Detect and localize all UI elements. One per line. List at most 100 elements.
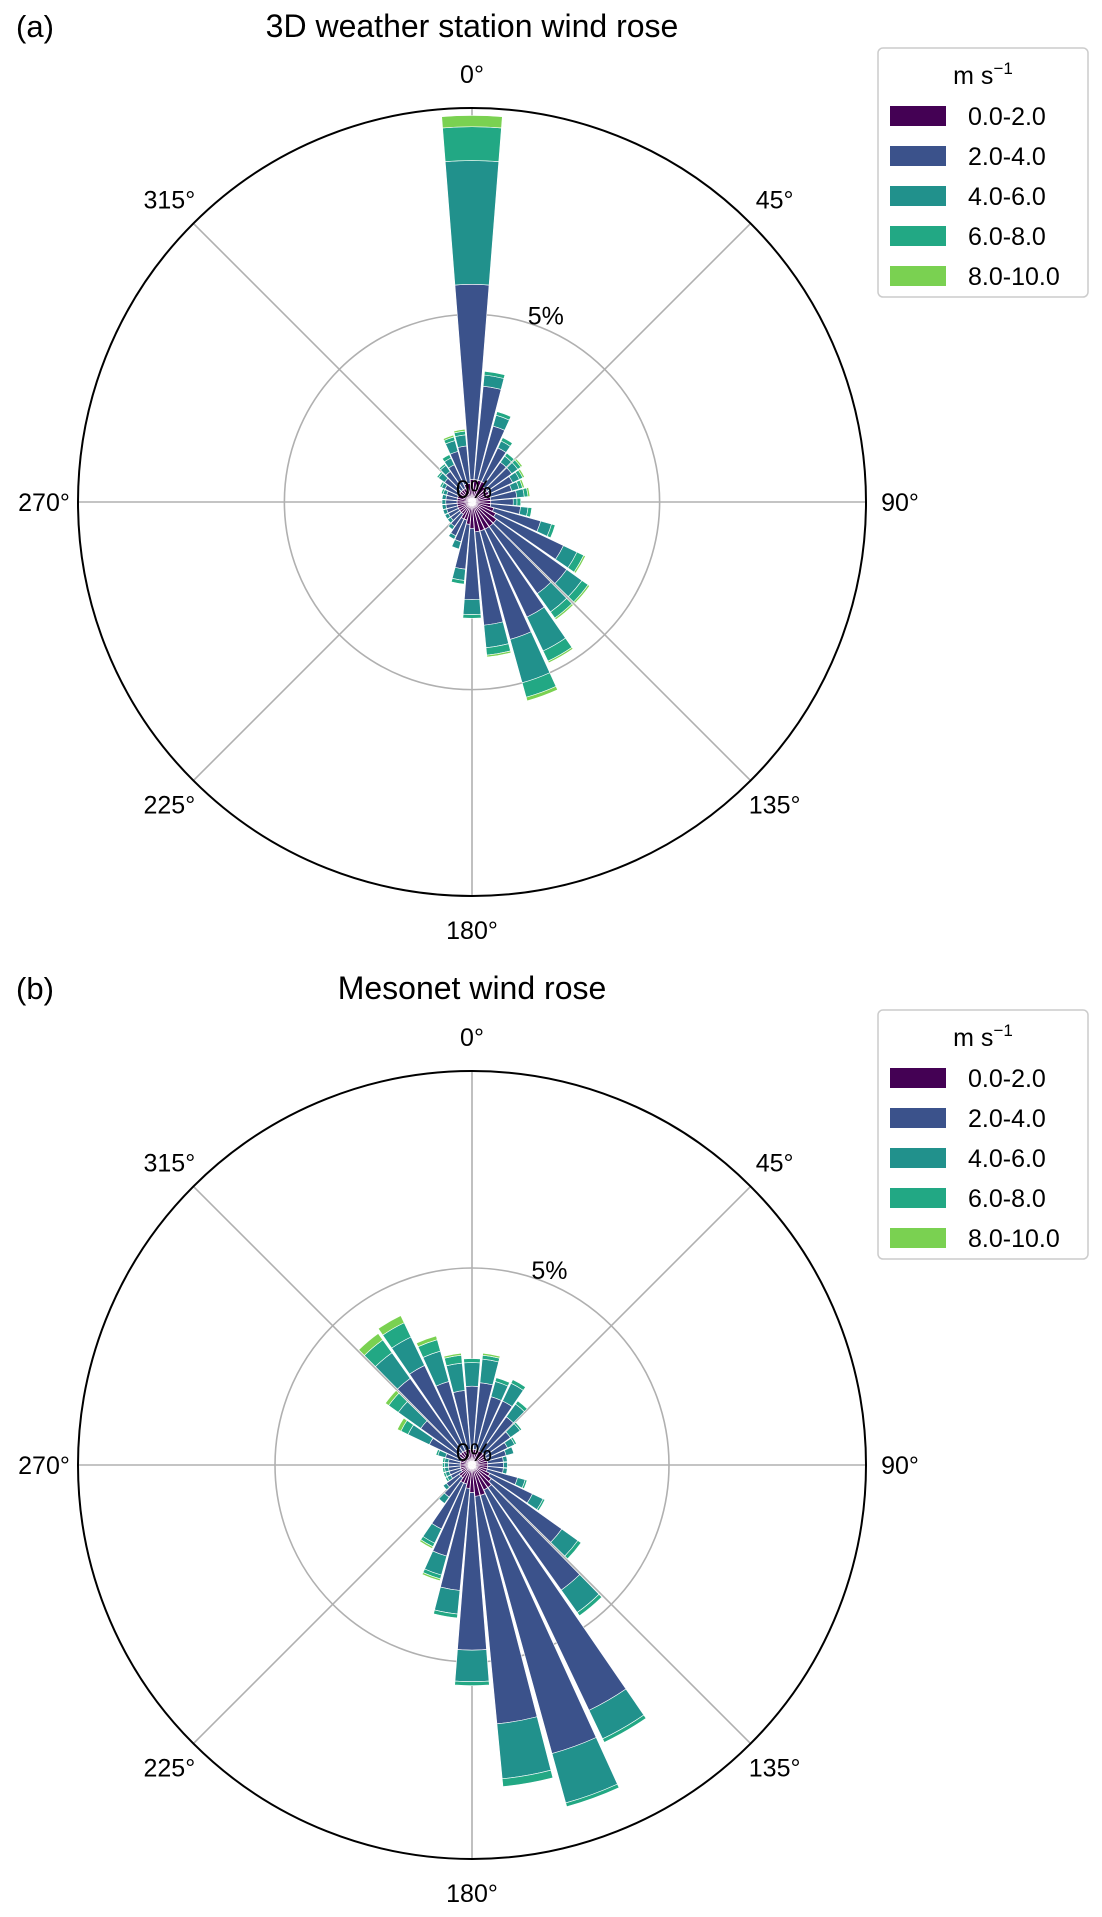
legend-swatch-1 <box>890 1108 946 1128</box>
bar-segment-130-bin4 <box>573 584 591 604</box>
angle-label-225: 225° <box>143 1755 195 1783</box>
legend-entries-b: 0.0-2.0 2.0-4.0 4.0-6.0 6.0-8.0 8.0-10.0 <box>890 1065 1060 1253</box>
bar-segment-60-bin4 <box>517 468 525 479</box>
bar-segment-280-bin3 <box>442 1457 446 1463</box>
legend-b: m s−1 0.0-2.0 2.0-4.0 4.0-6.0 6.0-8.0 8.0-10… <box>877 1009 1089 1260</box>
angle-label-0: 0° <box>460 1024 484 1052</box>
legend-label-1: 2.0-4.0 <box>968 143 1046 171</box>
angle-label-180: 180° <box>446 1880 498 1908</box>
bar-segment-90-bin2 <box>503 1461 508 1469</box>
chart-title-b: Mesonet wind rose <box>338 970 607 1006</box>
angle-label-315: 315° <box>143 1149 195 1177</box>
legend-label-2: 4.0-6.0 <box>968 1145 1046 1173</box>
bar-segment-340-bin4 <box>416 1335 438 1348</box>
bar-segment-170-bin2 <box>496 1716 552 1780</box>
bar-segment-110-bin3 <box>521 1479 528 1490</box>
angle-label-0: 0° <box>460 61 484 89</box>
bar-segment-160-bin3 <box>565 1783 620 1808</box>
bar-segment-250-bin3 <box>443 1472 448 1478</box>
angle-label-315: 315° <box>143 186 195 214</box>
bar-segment-320-bin3 <box>438 463 447 471</box>
bar-segment-190-bin2 <box>434 1586 461 1615</box>
legend-swatch-4 <box>890 1228 946 1248</box>
radial-tick-labels-b: 0% 5% <box>456 1257 568 1467</box>
bar-segment-50-bin3 <box>513 1421 523 1432</box>
angle-label-90: 90° <box>881 1452 919 1480</box>
bar-segment-150-bin4 <box>547 646 574 664</box>
legend-label-4: 8.0-10.0 <box>968 1225 1060 1253</box>
bar-segment-270-bin2 <box>444 1462 449 1468</box>
legend-label-2: 4.0-6.0 <box>968 183 1046 211</box>
angle-label-225: 225° <box>143 792 195 820</box>
spoke-315 <box>192 222 473 503</box>
bar-segment-350-bin2 <box>454 434 467 448</box>
angle-label-180: 180° <box>446 917 498 945</box>
panel-label-b: (b) <box>16 971 54 1006</box>
bar-segment-130-bin3 <box>564 1540 582 1560</box>
bar-segment-140-bin3 <box>576 1593 603 1617</box>
bar-segment-190-bin3 <box>450 577 465 585</box>
legend-title-exp: −1 <box>993 1021 1012 1040</box>
angle-label-90: 90° <box>881 489 919 517</box>
legend-label-0: 0.0-2.0 <box>968 1065 1046 1093</box>
bar-segment-0-bin3 <box>463 1358 481 1364</box>
spoke-225 <box>192 501 473 782</box>
angle-label-45: 45° <box>756 1149 794 1177</box>
bar-segment-210-bin2 <box>448 532 457 540</box>
legend-swatch-2 <box>890 1148 946 1168</box>
bar-segment-80-bin2 <box>502 1455 508 1463</box>
bar-segment-350-bin4 <box>443 1352 462 1359</box>
bar-segment-90-bin2 <box>512 498 518 506</box>
bar-segment-180-bin2 <box>462 598 482 615</box>
radial-tick-label: 0% <box>456 476 492 504</box>
bar-segment-10-bin4 <box>482 1352 501 1359</box>
bar-segment-80-bin4 <box>526 487 531 497</box>
bar-segment-270-bin2 <box>441 499 447 505</box>
bar-segment-140-bin4 <box>554 603 574 621</box>
radial-tick-label: 5% <box>531 1257 567 1285</box>
bar-segment-0-bin2 <box>444 160 500 286</box>
legend-title-exp: −1 <box>993 59 1012 78</box>
bar-segment-120-bin3 <box>536 1498 546 1512</box>
bar-segment-250-bin2 <box>442 508 449 515</box>
legend-label-1: 2.0-4.0 <box>968 1105 1046 1133</box>
bar-segment-180-bin3 <box>454 1680 490 1686</box>
bar-segment-270-bin3 <box>442 1462 445 1468</box>
bar-segment-40-bin3 <box>515 1400 528 1413</box>
bar-segment-230-bin2 <box>447 516 454 524</box>
bar-segment-170-bin3 <box>501 1769 554 1787</box>
bar-segment-170-bin4 <box>486 650 512 658</box>
bar-segment-70-bin4 <box>519 479 525 489</box>
bar-segment-240-bin2 <box>444 512 451 520</box>
bar-segment-340-bin4 <box>442 434 455 441</box>
bar-segment-0-bin4 <box>441 115 503 129</box>
bar-segment-330-bin4 <box>377 1315 405 1336</box>
legend-a: m s−1 0.0-2.0 2.0-4.0 4.0-6.0 6.0-8.0 8.0-10… <box>877 47 1089 298</box>
bar-segment-150-bin3 <box>602 1714 647 1743</box>
bar-segment-50-bin4 <box>514 458 523 468</box>
bar-segment-0-bin3 <box>442 126 502 162</box>
legend-label-4: 8.0-10.0 <box>968 263 1060 291</box>
bar-segment-60-bin3 <box>510 1436 517 1446</box>
bar-segment-190-bin3 <box>433 1609 458 1619</box>
bar-segment-310-bin3 <box>436 471 443 479</box>
bar-segment-90-bin3 <box>516 497 522 507</box>
spoke-45 <box>471 222 752 503</box>
bar-segment-290-bin3 <box>440 488 446 495</box>
panel-a: (a) 3D weather station wind rose 0° 45° 90… <box>16 8 919 945</box>
wind-bars-b <box>358 1315 647 1808</box>
bar-segment-200-bin4 <box>421 1572 441 1582</box>
angle-label-45: 45° <box>756 186 794 214</box>
spoke-135 <box>471 501 752 782</box>
bar-segment-180-bin3 <box>462 613 482 619</box>
bar-segment-20-bin3 <box>494 1377 510 1387</box>
legend-entries-a: 0.0-2.0 2.0-4.0 4.0-6.0 6.0-8.0 8.0-10.0 <box>890 103 1060 291</box>
radial-tick-label: 0% <box>456 1439 492 1467</box>
angle-label-135: 135° <box>749 1755 801 1783</box>
legend-swatch-0 <box>890 1068 946 1088</box>
bar-segment-100-bin3 <box>526 507 533 518</box>
legend-title-a: m s−1 <box>953 59 1013 90</box>
bar-segment-310-bin4 <box>384 1390 400 1406</box>
bar-segment-300-bin3 <box>439 481 445 488</box>
